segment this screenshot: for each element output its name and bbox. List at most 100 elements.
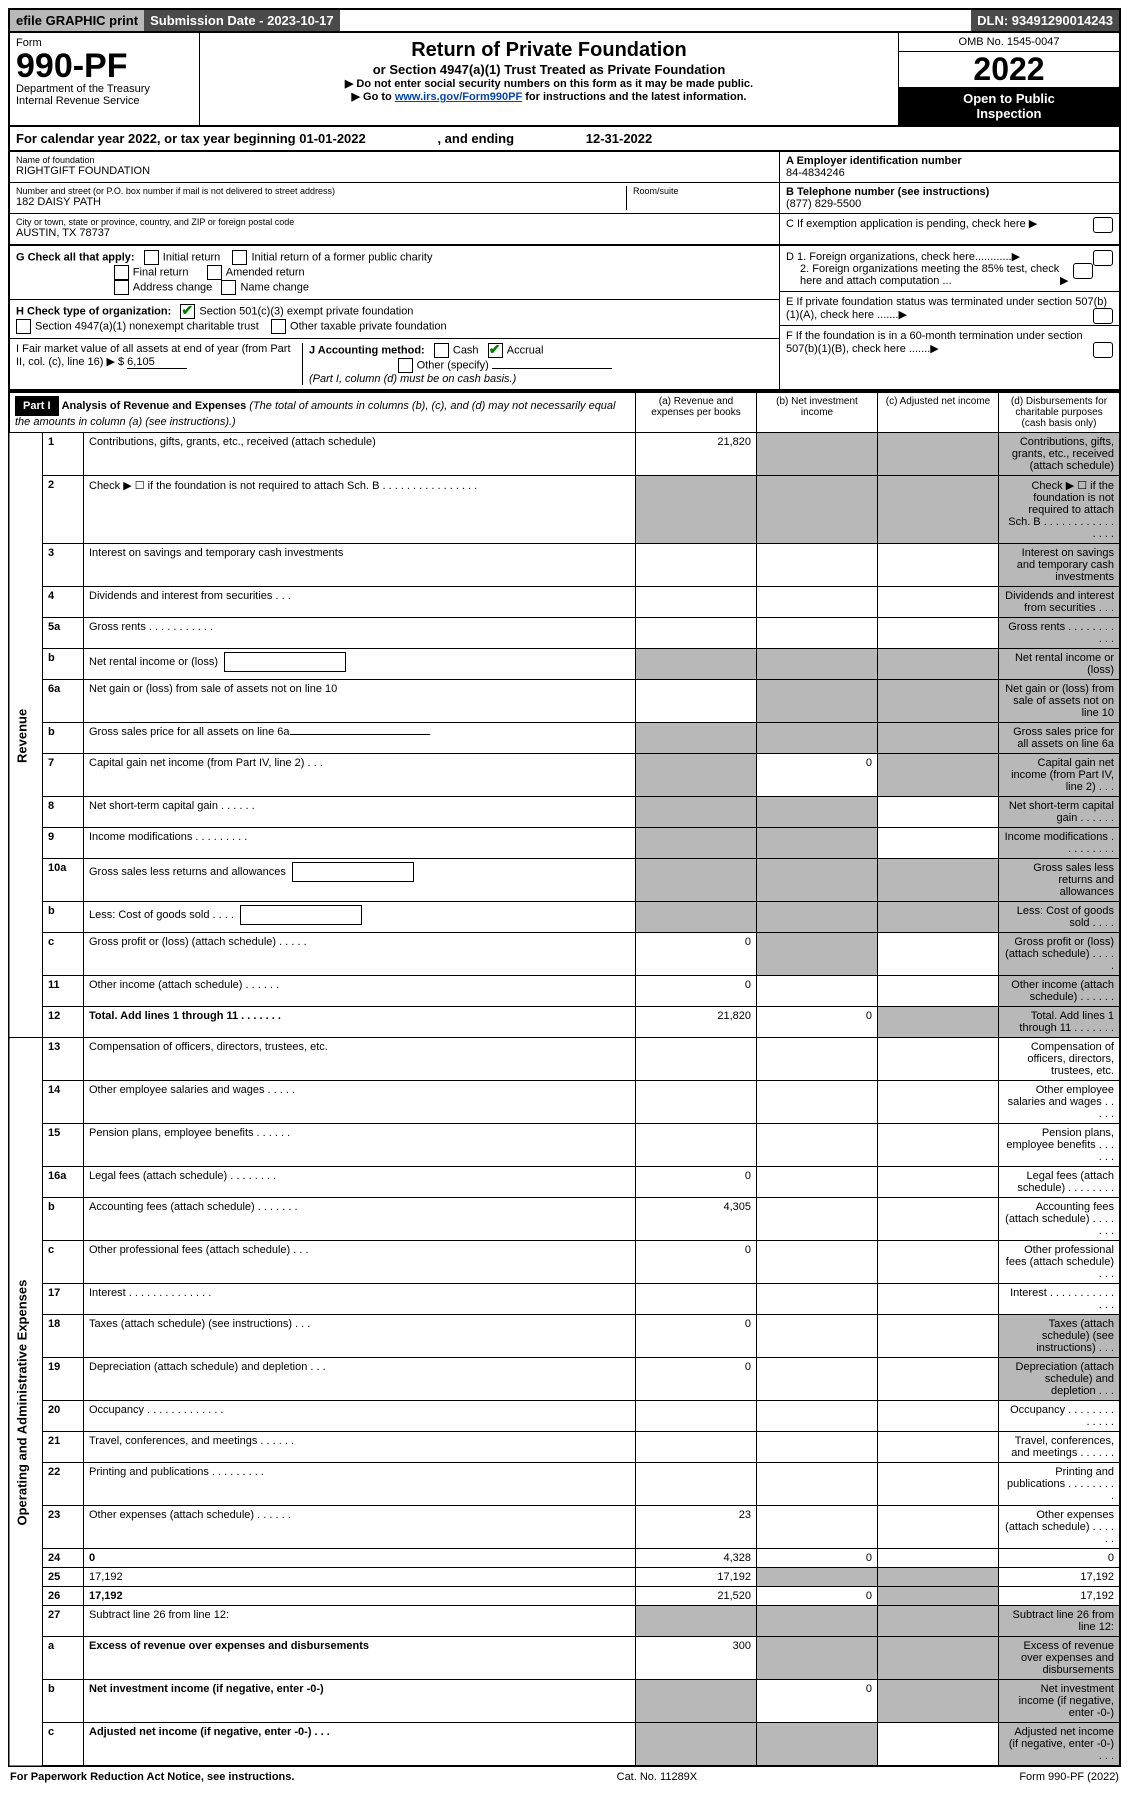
d1-checkbox[interactable] bbox=[1093, 250, 1113, 266]
ein-label: A Employer identification number bbox=[786, 155, 1113, 167]
table-row: 18 Taxes (attach schedule) (see instructi… bbox=[9, 1315, 1120, 1358]
h-row: H Check type of organization: Section 50… bbox=[10, 300, 779, 339]
cell-a bbox=[636, 828, 757, 859]
row-number: c bbox=[43, 933, 84, 976]
cell-a bbox=[636, 1680, 757, 1723]
table-row: 19Depreciation (attach schedule) and dep… bbox=[9, 1358, 1120, 1401]
cell-a bbox=[636, 1463, 757, 1506]
cell-a bbox=[636, 476, 757, 544]
g-initial-public-checkbox[interactable] bbox=[232, 250, 247, 265]
cell-d: Total. Add lines 1 through 11 . . . . . … bbox=[999, 1007, 1121, 1038]
h-other-checkbox[interactable] bbox=[271, 319, 286, 334]
cell-d: Travel, conferences, and meetings . . . … bbox=[999, 1432, 1121, 1463]
cell-b bbox=[757, 1568, 878, 1587]
row-description: Gross sales price for all assets on line… bbox=[84, 723, 636, 754]
form-note1: ▶ Do not enter social security numbers o… bbox=[206, 77, 892, 90]
table-row: 5aGross rents . . . . . . . . . . .Gross… bbox=[9, 618, 1120, 649]
cell-d: Taxes (attach schedule) (see instruction… bbox=[999, 1315, 1121, 1358]
row-number: 11 bbox=[43, 976, 84, 1007]
row-description: Contributions, gifts, grants, etc., rece… bbox=[84, 433, 636, 476]
row-number: 27 bbox=[43, 1606, 84, 1637]
cell-d: Capital gain net income (from Part IV, l… bbox=[999, 754, 1121, 797]
row-number: b bbox=[43, 902, 84, 933]
cell-d: Net investment income (if negative, ente… bbox=[999, 1680, 1121, 1723]
row-description: Net short-term capital gain . . . . . . bbox=[84, 797, 636, 828]
cell-b bbox=[757, 1506, 878, 1549]
room-label: Room/suite bbox=[633, 186, 773, 196]
cell-a: 0 bbox=[636, 1241, 757, 1284]
cell-a: 0 bbox=[636, 976, 757, 1007]
j-accrual-checkbox[interactable] bbox=[488, 343, 503, 358]
cell-c bbox=[878, 1637, 999, 1680]
cell-b: 0 bbox=[757, 1549, 878, 1568]
cell-a bbox=[636, 1401, 757, 1432]
cell-c bbox=[878, 723, 999, 754]
cell-d: Other employee salaries and wages . . . … bbox=[999, 1081, 1121, 1124]
cell-b bbox=[757, 1241, 878, 1284]
cell-d: Other expenses (attach schedule) . . . .… bbox=[999, 1506, 1121, 1549]
cal-end: 12-31-2022 bbox=[586, 131, 653, 146]
info-section: Name of foundation RIGHTGIFT FOUNDATION … bbox=[8, 152, 1121, 246]
g-row: G Check all that apply: Initial return I… bbox=[10, 246, 779, 300]
cell-d: Net rental income or (loss) bbox=[999, 649, 1121, 680]
cell-c bbox=[878, 1463, 999, 1506]
d2-checkbox[interactable] bbox=[1073, 263, 1093, 279]
table-row: 16aLegal fees (attach schedule) . . . . … bbox=[9, 1167, 1120, 1198]
row-number: 24 bbox=[43, 1549, 84, 1568]
form-note2: ▶ Go to www.irs.gov/Form990PF for instru… bbox=[206, 90, 892, 103]
row-description: Printing and publications . . . . . . . … bbox=[84, 1463, 636, 1506]
cell-d: Interest . . . . . . . . . . . . . . bbox=[999, 1284, 1121, 1315]
row-number: b bbox=[43, 723, 84, 754]
table-row: aExcess of revenue over expenses and dis… bbox=[9, 1637, 1120, 1680]
row-number: 2 bbox=[43, 476, 84, 544]
cell-b: 0 bbox=[757, 1587, 878, 1606]
row-number: 18 bbox=[43, 1315, 84, 1358]
row-number: b bbox=[43, 1198, 84, 1241]
row-description: Income modifications . . . . . . . . . bbox=[84, 828, 636, 859]
instructions-link[interactable]: www.irs.gov/Form990PF bbox=[395, 91, 522, 103]
row-number: 23 bbox=[43, 1506, 84, 1549]
cell-d: Accounting fees (attach schedule) . . . … bbox=[999, 1198, 1121, 1241]
e-label: E If private foundation status was termi… bbox=[786, 296, 1107, 321]
row-description: Capital gain net income (from Part IV, l… bbox=[84, 754, 636, 797]
row-description: Adjusted net income (if negative, enter … bbox=[84, 1723, 636, 1767]
cell-c bbox=[878, 1124, 999, 1167]
cell-d: Dividends and interest from securities .… bbox=[999, 587, 1121, 618]
cell-d: Excess of revenue over expenses and disb… bbox=[999, 1637, 1121, 1680]
cell-c bbox=[878, 1081, 999, 1124]
row-number: 13 bbox=[43, 1038, 84, 1081]
cell-a bbox=[636, 587, 757, 618]
cell-c bbox=[878, 1284, 999, 1315]
cell-c bbox=[878, 1315, 999, 1358]
j-other-checkbox[interactable] bbox=[398, 358, 413, 373]
table-row: bNet rental income or (loss)Net rental i… bbox=[9, 649, 1120, 680]
cell-c bbox=[878, 902, 999, 933]
h-501c3-checkbox[interactable] bbox=[180, 304, 195, 319]
g-initial-return-checkbox[interactable] bbox=[144, 250, 159, 265]
side-label: Revenue bbox=[9, 433, 43, 1038]
table-row: bNet investment income (if negative, ent… bbox=[9, 1680, 1120, 1723]
cell-b bbox=[757, 797, 878, 828]
g-name-change-checkbox[interactable] bbox=[221, 280, 236, 295]
col-b-header: (b) Net investment income bbox=[757, 392, 878, 433]
g-final-return-checkbox[interactable] bbox=[114, 265, 129, 280]
page-footer: For Paperwork Reduction Act Notice, see … bbox=[8, 1767, 1121, 1787]
cell-a: 0 bbox=[636, 1358, 757, 1401]
row-number: b bbox=[43, 649, 84, 680]
j-other-line bbox=[492, 368, 612, 369]
f-checkbox[interactable] bbox=[1093, 342, 1113, 358]
g-amended-checkbox[interactable] bbox=[207, 265, 222, 280]
g-address-change-checkbox[interactable] bbox=[114, 280, 129, 295]
j-cash-checkbox[interactable] bbox=[434, 343, 449, 358]
cell-b bbox=[757, 649, 878, 680]
cell-c bbox=[878, 587, 999, 618]
cell-d: Check ▶ ☐ if the foundation is not requi… bbox=[999, 476, 1121, 544]
table-row: Operating and Administrative Expenses13C… bbox=[9, 1038, 1120, 1081]
h-4947-checkbox[interactable] bbox=[16, 319, 31, 334]
ein-value: 84-4834246 bbox=[786, 167, 1113, 179]
cell-d: 17,192 bbox=[999, 1568, 1121, 1587]
c-checkbox[interactable] bbox=[1093, 217, 1113, 233]
cell-d: Depreciation (attach schedule) and deple… bbox=[999, 1358, 1121, 1401]
submission-date: Submission Date - 2023-10-17 bbox=[144, 10, 340, 31]
e-checkbox[interactable] bbox=[1093, 308, 1113, 324]
